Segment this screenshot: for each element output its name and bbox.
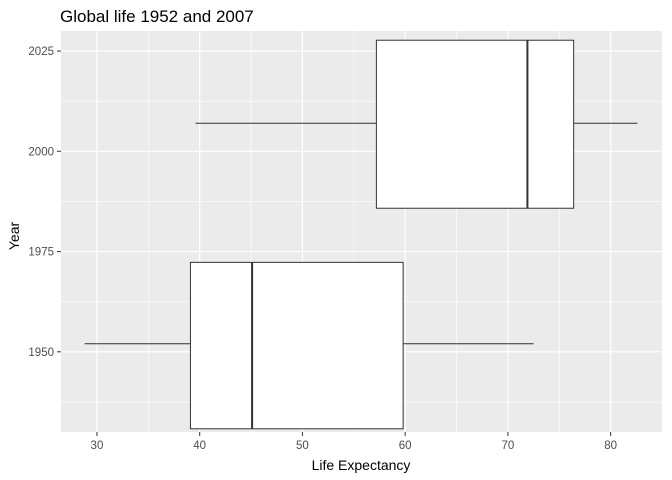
x-tick-label: 80 bbox=[604, 440, 617, 452]
x-axis-ticks: 30 40 50 60 70 80 bbox=[91, 432, 617, 452]
box-1952 bbox=[84, 261, 534, 430]
box-iqr bbox=[375, 39, 575, 209]
x-tick-label: 30 bbox=[91, 440, 104, 452]
chart-title: Global life 1952 and 2007 bbox=[60, 7, 254, 26]
x-tick-label: 40 bbox=[193, 440, 206, 452]
box-2007 bbox=[195, 39, 638, 209]
y-tick-label: 2000 bbox=[28, 146, 54, 158]
y-tick-label: 1975 bbox=[28, 247, 54, 259]
y-axis-title: Year bbox=[6, 222, 22, 251]
x-tick-label: 50 bbox=[296, 440, 309, 452]
x-axis-title: Life Expectancy bbox=[312, 457, 411, 473]
y-tick-label: 1950 bbox=[28, 347, 54, 359]
y-axis-ticks: 1950 1975 2000 2025 bbox=[28, 46, 61, 359]
y-tick-label: 2025 bbox=[28, 46, 54, 58]
x-tick-label: 60 bbox=[399, 440, 412, 452]
box-series bbox=[84, 39, 638, 430]
box-iqr bbox=[189, 261, 404, 430]
x-tick-label: 70 bbox=[501, 440, 514, 452]
